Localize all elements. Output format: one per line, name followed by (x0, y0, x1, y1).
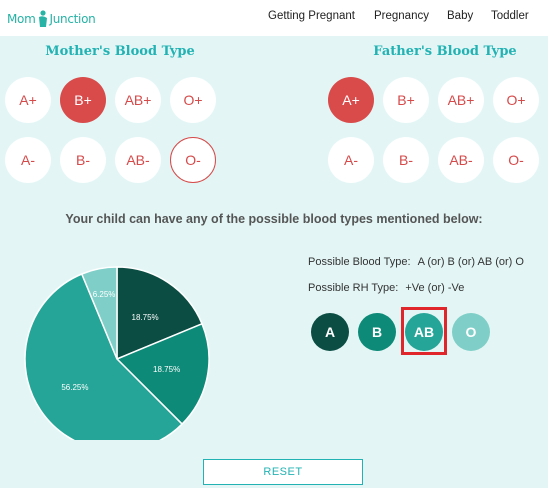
pie-slice-o (80, 266, 118, 360)
nav-pregnancy[interactable]: Pregnancy (374, 10, 429, 22)
reset-button[interactable]: RESET (203, 459, 363, 485)
possible-blood-type-value: A (or) B (or) AB (or) O (417, 256, 524, 268)
logo-text-right: Junction (49, 12, 96, 26)
momjunction-logo[interactable]: Mom Junction (7, 8, 96, 30)
possible-blood-type-label: Possible Blood Type: (308, 256, 411, 268)
possible-rh-type-label: Possible RH Type: (308, 282, 399, 294)
mother-type-a-neg-button[interactable]: A- (5, 137, 51, 183)
blood-type-pie-chart: 18.75% 18.75% 56.25% 6.25% (24, 266, 210, 440)
mother-type-b-pos-button[interactable]: B+ (60, 77, 106, 123)
father-blood-type-heading: Father's Blood Type (373, 44, 517, 59)
pie-label-b: 18.75% (153, 365, 180, 374)
result-type-a-circle: A (311, 313, 349, 351)
pie-label-o: 6.25% (93, 290, 116, 299)
nav-baby[interactable]: Baby (447, 10, 474, 22)
mother-blood-type-heading: Mother's Blood Type (45, 44, 195, 59)
mother-type-ab-neg-button[interactable]: AB- (115, 137, 161, 183)
father-type-b-pos-button[interactable]: B+ (383, 77, 429, 123)
pie-slice-a (116, 266, 203, 361)
result-type-ab-circle: AB (405, 313, 443, 351)
father-type-b-neg-button[interactable]: B- (383, 137, 429, 183)
pie-slice-b (115, 322, 210, 426)
possible-rh-type-line: Possible RH Type: +Ve (or) -Ve (308, 282, 464, 294)
father-type-a-pos-button[interactable]: A+ (328, 77, 374, 123)
father-type-o-neg-button[interactable]: O- (493, 137, 539, 183)
result-type-b-circle: B (358, 313, 396, 351)
father-type-ab-neg-button[interactable]: AB- (438, 137, 484, 183)
pie-slice-ab (24, 273, 184, 440)
logo-text-left: Mom (7, 12, 36, 26)
mother-type-o-pos-button[interactable]: O+ (170, 77, 216, 123)
result-question: Your child can have any of the possible … (65, 212, 483, 226)
possible-blood-type-line: Possible Blood Type: A (or) B (or) AB (o… (308, 256, 524, 268)
mother-type-ab-pos-button[interactable]: AB+ (115, 77, 161, 123)
mother-type-o-neg-button[interactable]: O- (170, 137, 216, 183)
logo-mother-icon (37, 10, 49, 28)
nav-getting-pregnant[interactable]: Getting Pregnant (268, 10, 355, 22)
father-type-o-pos-button[interactable]: O+ (493, 77, 539, 123)
possible-rh-type-value: +Ve (or) -Ve (405, 282, 465, 294)
pie-label-ab: 56.25% (61, 383, 88, 392)
mother-type-b-neg-button[interactable]: B- (60, 137, 106, 183)
father-type-a-neg-button[interactable]: A- (328, 137, 374, 183)
result-type-o-circle: O (452, 313, 490, 351)
highlight-box (401, 307, 447, 355)
father-type-ab-pos-button[interactable]: AB+ (438, 77, 484, 123)
top-bar: Mom Junction Getting Pregnant Pregnancy … (0, 0, 548, 36)
mother-type-a-pos-button[interactable]: A+ (5, 77, 51, 123)
nav-toddler[interactable]: Toddler (491, 10, 529, 22)
pie-label-a: 18.75% (132, 313, 159, 322)
